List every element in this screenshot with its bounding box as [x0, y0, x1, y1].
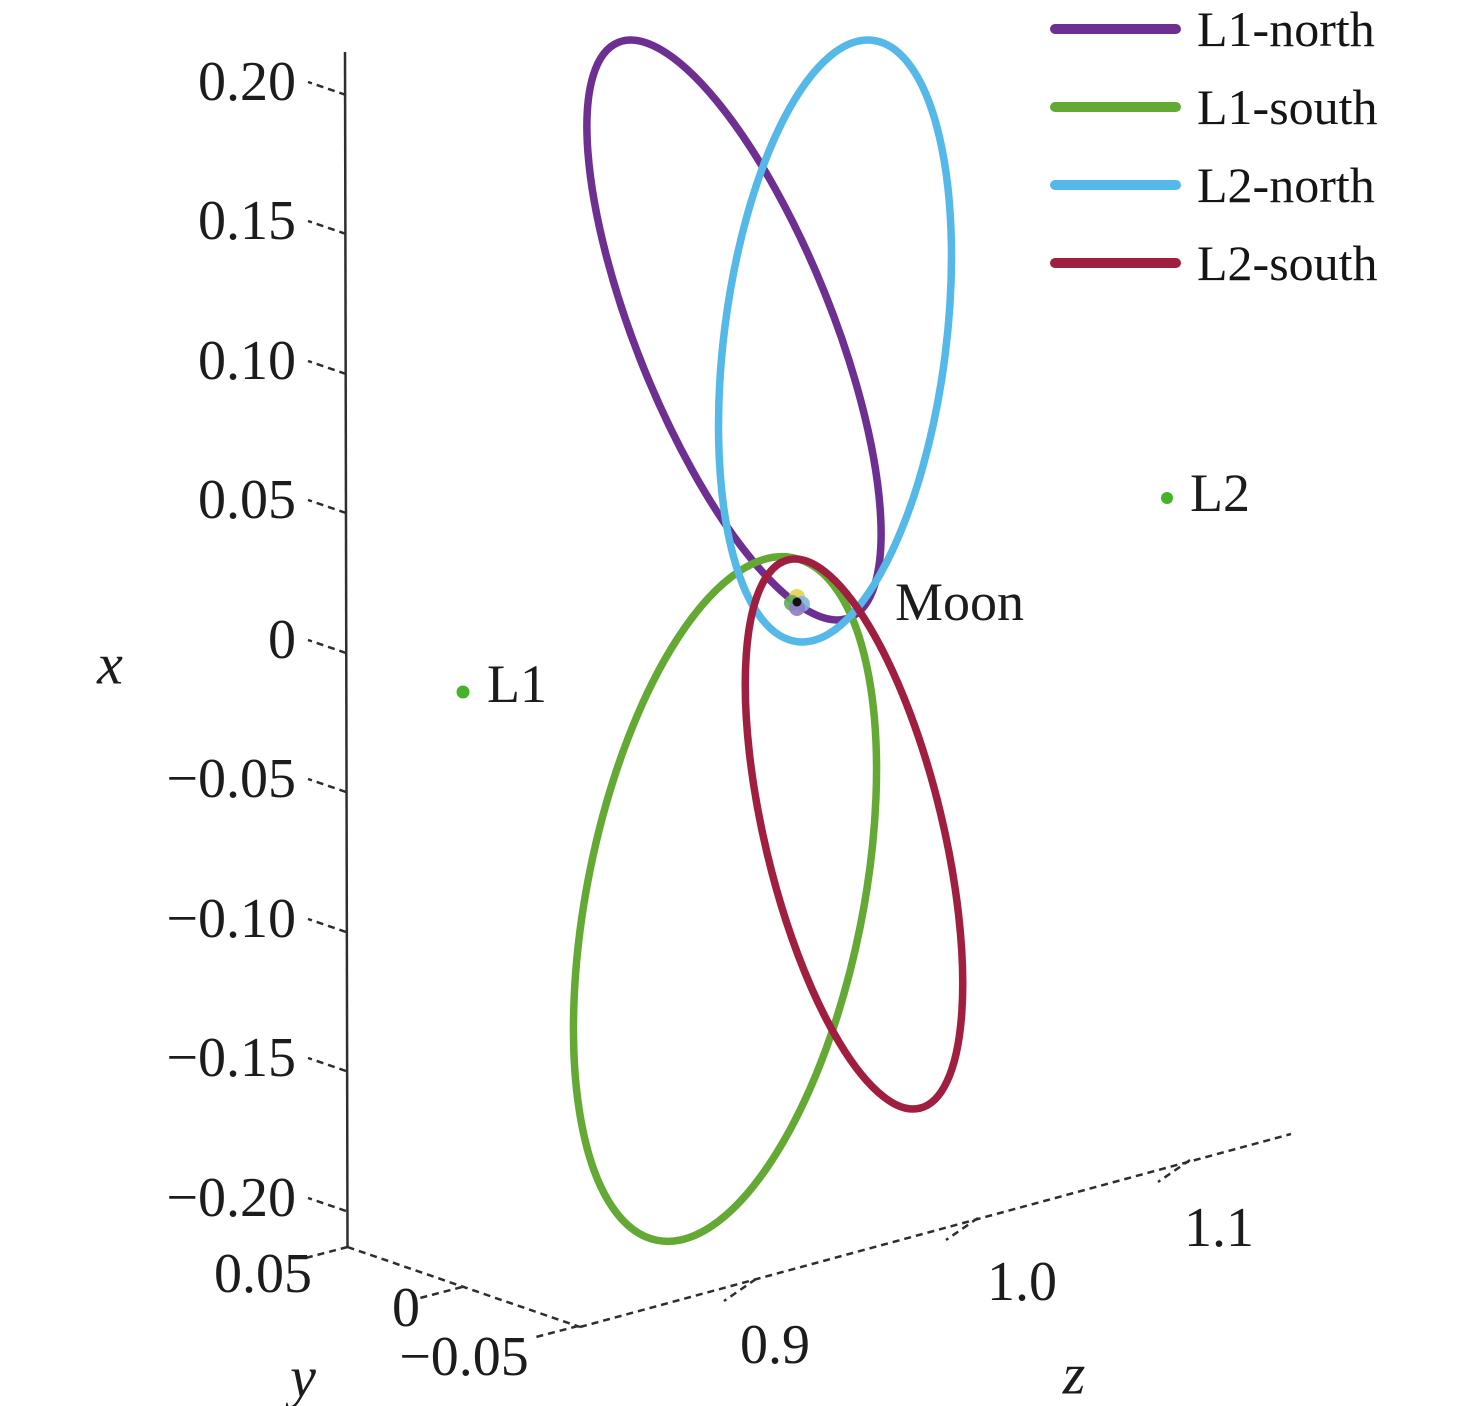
- legend-entry-l1-south: L1-south: [1050, 68, 1378, 146]
- z-axis-tick: [945, 1216, 979, 1242]
- x-axis-title: x: [96, 632, 123, 697]
- orbit-l2-north: [714, 36, 956, 646]
- l2-label: L2: [1190, 463, 1250, 523]
- x-axis-tick-label: −0.05: [166, 748, 296, 810]
- x-axis-line: [343, 51, 349, 1248]
- x-axis-tick: [307, 498, 347, 515]
- y-axis-tick: [419, 1285, 463, 1300]
- x-axis-tick: [307, 80, 347, 97]
- l1-point: [456, 685, 470, 699]
- x-axis-tick-label: 0.20: [198, 51, 296, 113]
- x-axis-tick-label: 0.15: [198, 190, 296, 252]
- x-axis-tick: [307, 917, 347, 934]
- x-axis-tick: [307, 638, 347, 655]
- y-axis-tick-label: 0.05: [214, 1243, 312, 1305]
- legend-swatch-l2-north: [1050, 180, 1181, 190]
- y-axis-line: [347, 1245, 581, 1329]
- x-axis-tick-label: 0.05: [198, 469, 296, 531]
- x-axis-tick: [307, 359, 347, 376]
- z-axis-tick: [1157, 1158, 1191, 1184]
- z-axis-tick-label: 1.1: [1184, 1197, 1254, 1259]
- legend-label-l2-north: L2-north: [1197, 157, 1375, 213]
- z-axis-tick-label: 1.0: [987, 1251, 1057, 1313]
- y-axis-tick-label: 0: [392, 1277, 420, 1339]
- y-axis-tick: [305, 1245, 348, 1260]
- x-axis-tick-label: 0: [268, 609, 296, 671]
- legend-entry-l2-north: L2-north: [1050, 146, 1378, 224]
- y-axis-tick: [535, 1324, 579, 1339]
- z-axis-tick-label: 0.9: [740, 1314, 810, 1376]
- x-axis-tick-label: 0.10: [198, 330, 296, 392]
- x-axis-tick: [307, 1056, 347, 1073]
- legend-swatch-l1-north: [1050, 24, 1181, 34]
- x-axis-tick: [307, 1196, 347, 1213]
- z-axis-title: z: [1062, 1342, 1086, 1406]
- y-axis-title: y: [285, 1345, 316, 1406]
- z-axis-tick: [723, 1277, 757, 1303]
- legend-entry-l2-south: L2-south: [1050, 224, 1378, 302]
- x-axis-tick: [307, 219, 347, 236]
- moon-marker: [792, 597, 802, 607]
- l2-point: [1161, 492, 1173, 504]
- legend: L1-north L1-south L2-north L2-south: [1050, 0, 1378, 302]
- legend-swatch-l1-south: [1050, 102, 1181, 112]
- legend-swatch-l2-south: [1050, 258, 1181, 268]
- moon-label: Moon: [895, 572, 1024, 632]
- legend-entry-l1-north: L1-north: [1050, 0, 1378, 68]
- x-axis-tick-label: −0.15: [166, 1027, 296, 1089]
- legend-label-l1-south: L1-south: [1197, 79, 1378, 135]
- legend-label-l2-south: L2-south: [1197, 235, 1378, 291]
- l1-label: L1: [487, 654, 547, 714]
- y-axis-tick-label: −0.05: [399, 1326, 529, 1388]
- z-axis-line: [579, 1132, 1292, 1329]
- orbit-l2-south: [741, 555, 967, 1113]
- x-axis-tick-label: −0.10: [166, 888, 296, 950]
- legend-label-l1-north: L1-north: [1197, 1, 1375, 57]
- orbit-l1-south: [569, 552, 881, 1246]
- x-axis-tick: [307, 777, 347, 794]
- x-axis-tick-label: −0.20: [166, 1167, 296, 1229]
